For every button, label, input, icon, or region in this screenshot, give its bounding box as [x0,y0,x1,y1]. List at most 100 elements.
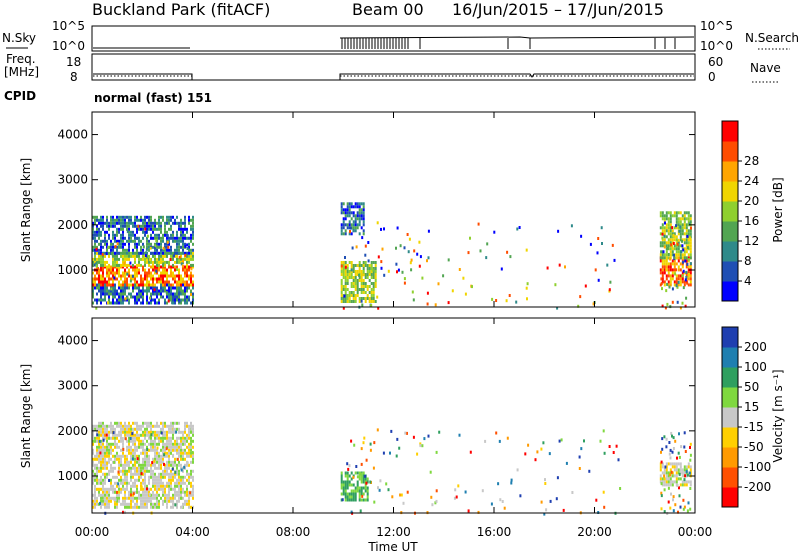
echo-cell [156,446,159,450]
range-cell [138,445,140,449]
range-cell [140,502,142,506]
range-cell [184,502,186,506]
range-cell [124,421,126,425]
range-cell [116,251,118,255]
range-cell [669,214,672,218]
range-cell [182,457,184,461]
range-cell [372,294,375,297]
range-cell [663,477,666,481]
range-cell [188,260,190,264]
range-cell [158,242,160,246]
range-cell [132,499,134,503]
echo-cell [671,434,673,438]
range-cell [687,256,690,260]
nave-label: Nave [750,61,781,75]
range-cell [108,448,110,452]
range-cell [679,471,682,475]
range-cell [190,254,192,258]
range-cell [162,436,164,440]
echo-cell [467,251,470,255]
range-cell [132,277,134,281]
range-cell [120,254,122,258]
range-cell [176,221,178,225]
range-cell [152,463,154,467]
range-cell [130,487,132,491]
range-cell [172,215,174,219]
range-cell [342,217,345,221]
range-cell [681,265,684,269]
echo-cell [173,254,175,258]
range-cell [110,218,112,222]
range-cell [132,472,134,476]
range-cell [110,215,112,219]
range-cell [116,271,118,275]
range-cell [346,480,349,484]
echo-cell [672,436,675,440]
range-cell [132,295,134,299]
range-cell [170,271,172,275]
range-cell [96,301,98,305]
range-cell [98,493,100,497]
range-cell [104,505,106,509]
range-cell [354,220,357,224]
echo-cell [661,437,664,441]
range-cell [130,295,132,299]
range-cell [180,484,182,488]
range-cell [174,448,176,452]
echo-cell [667,253,670,256]
y-tick-label: 4000 [57,334,88,348]
range-cell [162,469,164,473]
range-cell [106,292,108,296]
range-cell [172,263,174,267]
range-cell [174,274,176,278]
range-cell [340,202,343,206]
range-cell [681,226,684,230]
range-cell [120,457,122,461]
range-cell [94,239,96,243]
range-cell [174,286,176,290]
range-cell [142,292,144,296]
echo-cell [660,507,663,511]
range-cell [92,436,94,440]
range-cell [92,442,94,446]
range-cell [96,475,98,479]
range-cell [178,421,180,425]
range-cell [104,472,106,476]
range-cell [685,465,688,469]
range-cell [130,230,132,234]
range-cell [128,424,130,428]
echo-cell [353,443,356,447]
range-cell [342,297,345,300]
range-cell [671,274,674,278]
range-cell [138,227,140,231]
range-cell [176,505,178,509]
range-cell [140,218,142,222]
echo-cell [453,496,456,500]
range-cell [106,448,108,452]
range-cell [104,263,106,267]
echo-cell [619,487,622,490]
range-cell [102,277,104,281]
range-cell [112,289,114,293]
range-cell [665,241,668,245]
range-cell [134,448,136,452]
range-cell [140,505,142,509]
range-cell [665,477,668,481]
range-cell [142,493,144,497]
range-cell [134,280,136,284]
range-cell [116,499,118,503]
range-cell [689,256,692,260]
echo-cell [411,290,414,294]
range-cell [138,257,140,261]
range-cell [156,481,158,485]
range-cell [176,248,178,252]
echo-cell [689,487,692,490]
range-cell [663,265,666,269]
range-cell [172,230,174,234]
freq-label-1: Freq. [6,52,36,66]
range-cell [96,292,98,296]
range-cell [146,280,148,284]
range-cell [92,227,94,231]
range-cell [144,505,146,509]
range-cell [96,283,98,287]
